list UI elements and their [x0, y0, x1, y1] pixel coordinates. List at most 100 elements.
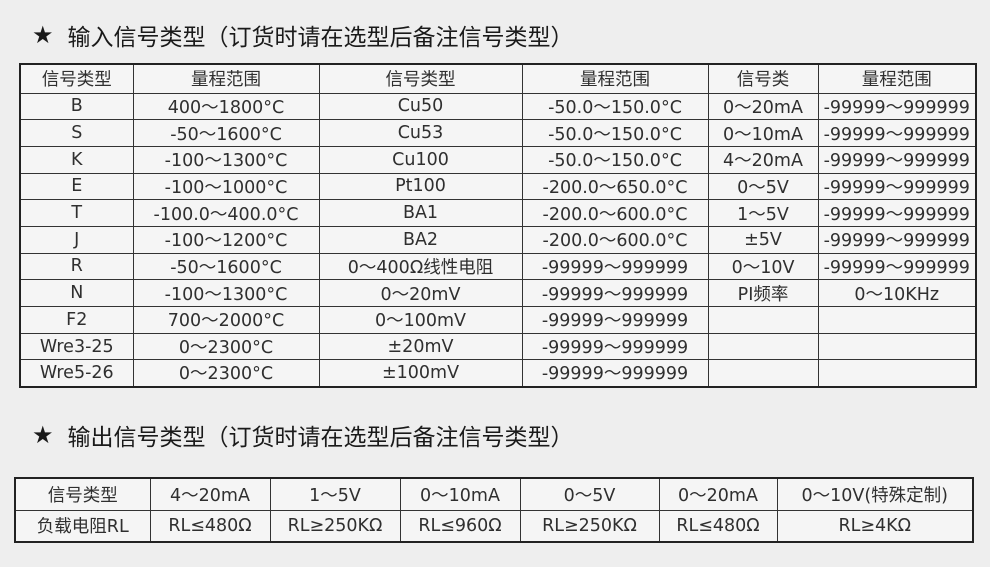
table-cell: -99999～999999 — [521, 306, 709, 334]
table-cell: 0～100mV — [318, 306, 523, 334]
table-row: Wre5-26 0～2300°C ±100mV -99999～999999 — [19, 359, 977, 388]
table-cell: 1～5V — [269, 477, 401, 511]
table-cell: 0～10V — [707, 252, 819, 281]
table-cell — [707, 306, 819, 334]
input-signal-table: 信号类型 量程范围 信号类型 量程范围 信号类 量程范围 B 400～1800°C Cu50 -5… — [19, 63, 977, 388]
table-cell: -50～1600°C — [132, 119, 320, 147]
table-cell: K — [19, 145, 134, 174]
table-cell: 0～5V — [519, 477, 660, 511]
table-cell: 0～10V(特殊定制) — [776, 477, 974, 511]
table-row: Wre3-25 0～2300°C ±20mV -99999～999999 — [19, 332, 977, 361]
table-cell: -99999～999999 — [521, 332, 709, 361]
table-cell: ±100mV — [318, 359, 523, 388]
table-cell: -99999～999999 — [521, 252, 709, 281]
table-cell — [817, 359, 977, 388]
table-cell: 0～20mA — [658, 477, 778, 511]
input-section-title: ★ 输入信号类型（订货时请在选型后备注信号类型） — [32, 18, 574, 52]
table-cell: -100～1300°C — [132, 145, 320, 174]
table-cell: -99999～999999 — [817, 172, 977, 201]
header-cell: 量程范围 — [132, 63, 320, 94]
table-cell: F2 — [19, 306, 134, 334]
star-icon: ★ — [32, 21, 54, 49]
table-cell: Cu100 — [318, 145, 523, 174]
table-cell — [817, 306, 977, 334]
table-cell: 4～20mA — [149, 477, 271, 511]
table-row: K -100～1300°C Cu100 -50.0～150.0°C 4～20mA -999… — [19, 145, 977, 174]
table-cell: 0～20mV — [318, 279, 523, 307]
table-cell: -99999～999999 — [817, 225, 977, 254]
table-cell: -50.0～150.0°C — [521, 92, 709, 121]
table-cell: -200.0～600.0°C — [521, 225, 709, 254]
table-cell: -99999～999999 — [817, 145, 977, 174]
table-cell: 0～5V — [707, 172, 819, 201]
table-cell: N — [19, 279, 134, 307]
signal-type-row: 信号类型 4～20mA 1～5V 0～10mA 0～5V 0～20mA 0～10V(特殊定制… — [14, 477, 974, 511]
table-cell: 0～2300°C — [132, 359, 320, 388]
table-row: R -50～1600°C 0～400Ω线性电阻 -99999～999999 0～10V -… — [19, 252, 977, 281]
table-cell: -50.0～150.0°C — [521, 119, 709, 147]
table-cell: 0～10mA — [399, 477, 521, 511]
table-cell: -99999～999999 — [817, 92, 977, 121]
table-cell: B — [19, 92, 134, 121]
table-cell: -200.0～650.0°C — [521, 172, 709, 201]
table-cell: 0～10KHz — [817, 279, 977, 307]
table-cell: J — [19, 225, 134, 254]
table-cell: 4～20mA — [707, 145, 819, 174]
table-cell: 1～5V — [707, 199, 819, 227]
table-cell: ±20mV — [318, 332, 523, 361]
table-cell: -50～1600°C — [132, 252, 320, 281]
table-cell — [817, 332, 977, 361]
table-cell: -100～1200°C — [132, 225, 320, 254]
table-row: T -100.0～400.0°C BA1 -200.0～600.0°C 1～5V -999… — [19, 199, 977, 227]
table-row: F2 700～2000°C 0～100mV -99999～999999 — [19, 306, 977, 334]
star-icon: ★ — [32, 421, 54, 449]
table-cell: 400～1800°C — [132, 92, 320, 121]
table-cell: R — [19, 252, 134, 281]
table-cell: T — [19, 199, 134, 227]
header-cell: 量程范围 — [521, 63, 709, 94]
table-cell: -99999～999999 — [817, 199, 977, 227]
header-cell: 负载电阻RL — [14, 509, 151, 543]
table-cell: RL≥250KΩ — [519, 509, 660, 543]
table-cell: Cu53 — [318, 119, 523, 147]
table-cell: Cu50 — [318, 92, 523, 121]
table-cell: PI频率 — [707, 279, 819, 307]
table-row: E -100～1000°C Pt100 -200.0～650.0°C 0～5V -9999… — [19, 172, 977, 201]
table-cell: RL≤960Ω — [399, 509, 521, 543]
table-cell: 0～400Ω线性电阻 — [318, 252, 523, 281]
table-cell: -99999～999999 — [817, 252, 977, 281]
header-cell: 信号类型 — [14, 477, 151, 511]
table-cell: -99999～999999 — [521, 359, 709, 388]
header-cell: 量程范围 — [817, 63, 977, 94]
table-cell: ±5V — [707, 225, 819, 254]
table-cell: 0～10mA — [707, 119, 819, 147]
table-cell: RL≥4KΩ — [776, 509, 974, 543]
table-cell: -100.0～400.0°C — [132, 199, 320, 227]
table-cell: -99999～999999 — [817, 119, 977, 147]
table-cell: RL≥250KΩ — [269, 509, 401, 543]
table-cell: 700～2000°C — [132, 306, 320, 334]
input-title-text: 输入信号类型（订货时请在选型后备注信号类型） — [67, 25, 574, 51]
header-cell: 信号类型 — [318, 63, 523, 94]
table-row: J -100～1200°C BA2 -200.0～600.0°C ±5V -99999～9… — [19, 225, 977, 254]
table-cell: S — [19, 119, 134, 147]
table-cell — [707, 359, 819, 388]
table-row: S -50～1600°C Cu53 -50.0～150.0°C 0～10mA -99999… — [19, 119, 977, 147]
table-cell: E — [19, 172, 134, 201]
table-cell: BA2 — [318, 225, 523, 254]
table-cell: Wre3-25 — [19, 332, 134, 361]
table-row: N -100～1300°C 0～20mV -99999～999999 PI频率 0～10K… — [19, 279, 977, 307]
output-section-title: ★ 输出信号类型（订货时请在选型后备注信号类型） — [32, 418, 574, 452]
output-title-text: 输出信号类型（订货时请在选型后备注信号类型） — [67, 425, 574, 451]
load-resistance-row: 负载电阻RL RL≤480Ω RL≥250KΩ RL≤960Ω RL≥250KΩ RL≤4… — [14, 509, 974, 543]
table-cell: RL≤480Ω — [658, 509, 778, 543]
table-cell: -200.0～600.0°C — [521, 199, 709, 227]
table-cell: -100～1300°C — [132, 279, 320, 307]
table-cell — [707, 332, 819, 361]
header-cell: 信号类型 — [19, 63, 134, 94]
table-cell: -99999～999999 — [521, 279, 709, 307]
table-cell: BA1 — [318, 199, 523, 227]
header-cell: 信号类 — [707, 63, 819, 94]
table-cell: RL≤480Ω — [149, 509, 271, 543]
table-row: B 400～1800°C Cu50 -50.0～150.0°C 0～20mA -99999… — [19, 92, 977, 121]
